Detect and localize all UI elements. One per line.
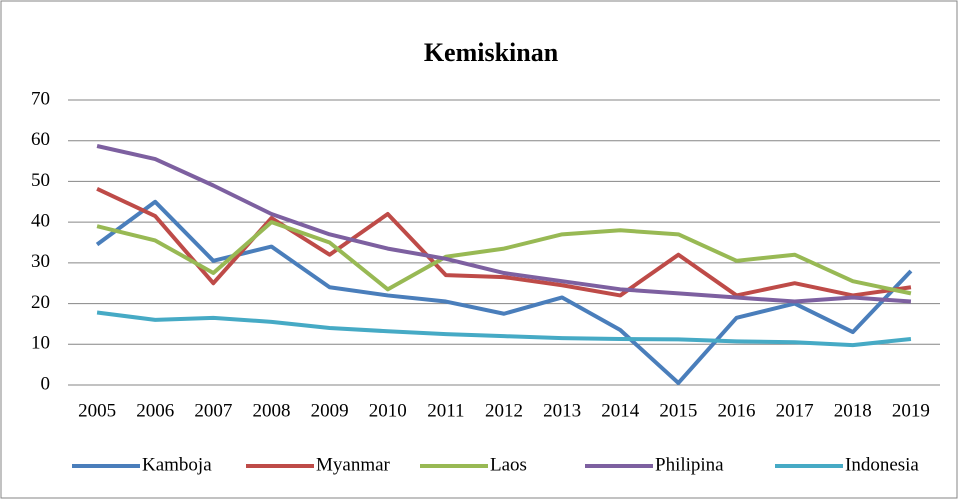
chart-title: Kemiskinan [424,38,559,67]
series-line [96,310,912,348]
y-tick-label: 0 [41,373,51,394]
x-tick-label: 2015 [659,400,697,421]
x-tick-label: 2007 [194,400,232,421]
x-tick-label: 2005 [78,400,116,421]
x-tick-label: 2019 [892,400,930,421]
y-tick-label: 40 [31,211,50,232]
x-tick-label: 2011 [427,400,464,421]
x-tick-label: 2009 [311,400,349,421]
x-tick-label: 2014 [601,400,640,421]
x-tick-label: 2010 [369,400,407,421]
x-tick-label: 2016 [718,400,756,421]
x-tick-label: 2008 [252,400,290,421]
y-tick-label: 20 [31,292,50,313]
y-tick-label: 30 [31,251,50,272]
series-line [96,220,912,296]
y-tick-label: 70 [31,88,50,109]
x-tick-label: 2018 [834,400,872,421]
legend-label: Myanmar [316,454,391,475]
x-tick-label: 2013 [543,400,581,421]
legend-label: Laos [490,454,527,475]
x-tick-label: 2012 [485,400,523,421]
legend-label: Philipina [655,454,724,475]
series-line [96,186,912,298]
legend-label: Kamboja [142,454,212,475]
y-tick-label: 60 [31,129,50,150]
x-tick-label: 2006 [136,400,174,421]
x-tick-label: 2017 [776,400,814,421]
y-tick-label: 10 [31,333,50,354]
y-tick-label: 50 [31,170,50,191]
legend-label: Indonesia [845,454,919,475]
series-line [96,144,912,304]
